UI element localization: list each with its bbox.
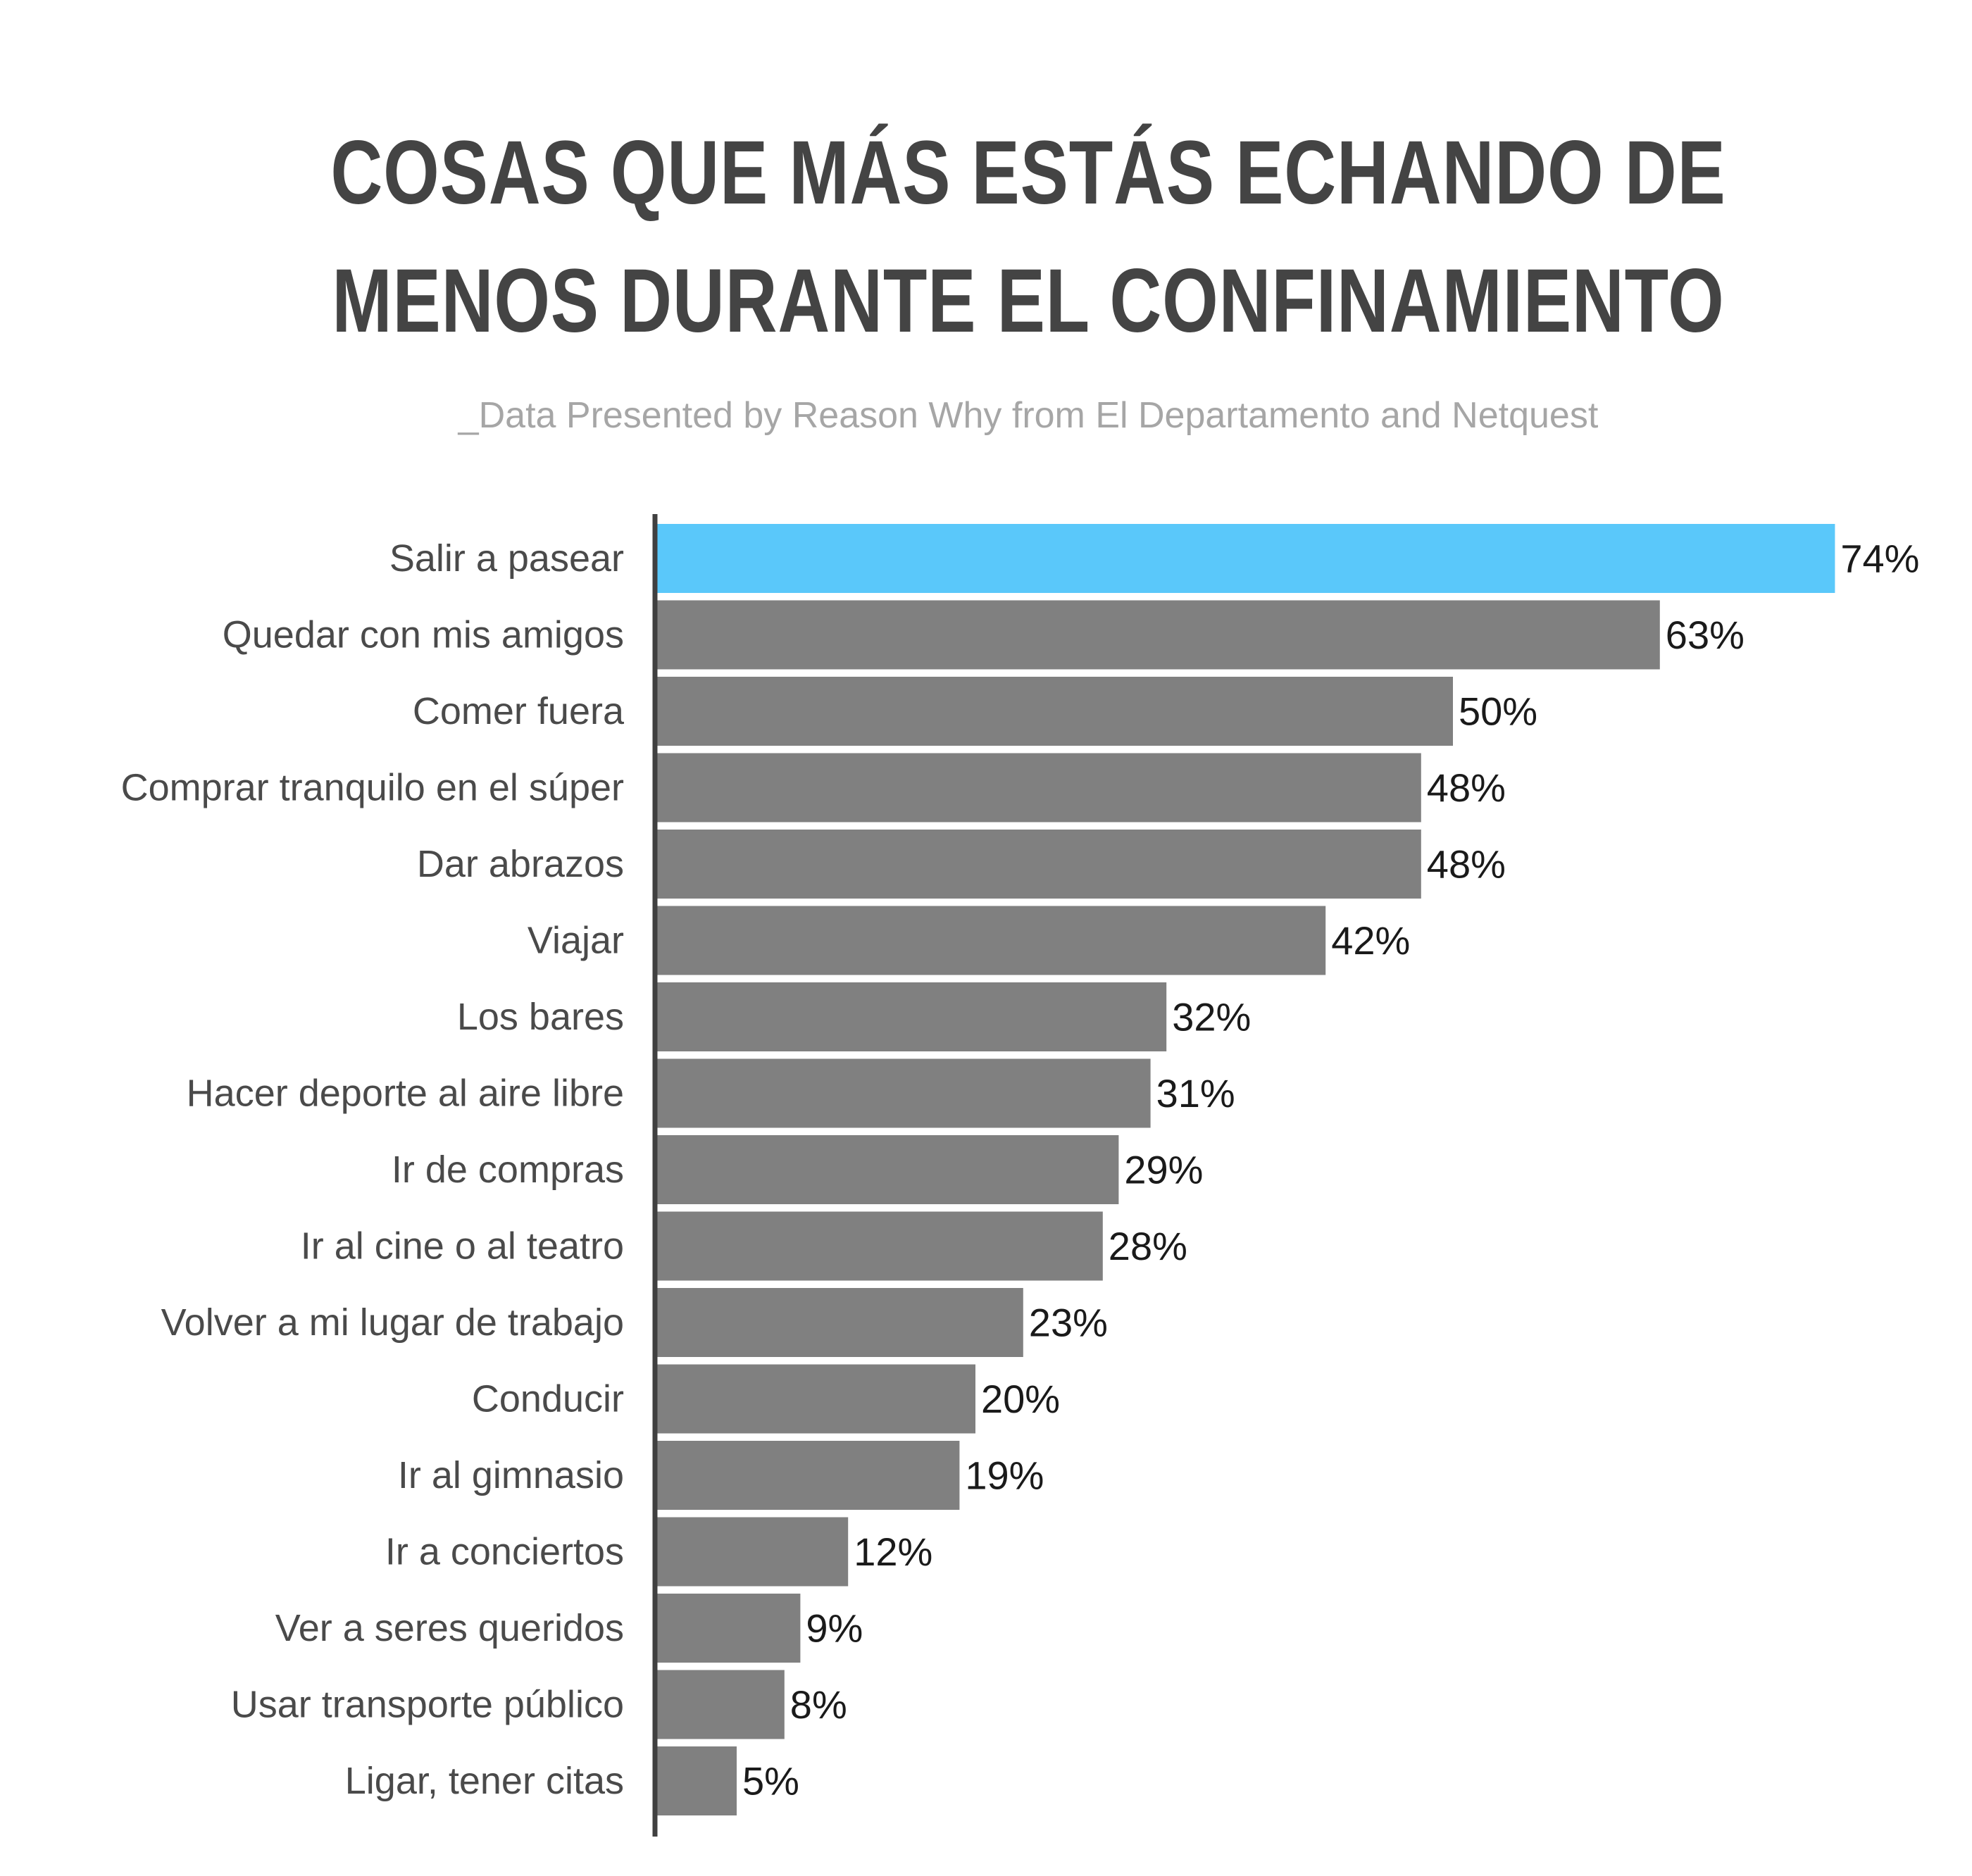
bar bbox=[657, 1746, 737, 1815]
bar bbox=[657, 677, 1453, 746]
bar bbox=[657, 753, 1421, 823]
bar bbox=[657, 1135, 1119, 1204]
category-label: Ver a seres queridos bbox=[275, 1607, 624, 1649]
bar bbox=[657, 982, 1167, 1051]
bars-layer bbox=[657, 524, 1835, 1815]
bar bbox=[657, 1211, 1103, 1281]
labels-layer: Salir a pasear 74% Quedar con mis amigos 63… bbox=[121, 537, 1920, 1803]
category-label: Comprar tranquilo en el súper bbox=[121, 767, 624, 809]
value-label: 8% bbox=[790, 1682, 847, 1727]
value-label: 19% bbox=[965, 1453, 1044, 1498]
category-label: Ir a conciertos bbox=[385, 1531, 624, 1573]
category-label: Usar transporte público bbox=[231, 1684, 624, 1726]
bar bbox=[657, 1594, 801, 1663]
category-label: Conducir bbox=[472, 1378, 624, 1420]
category-label: Salir a pasear bbox=[389, 537, 624, 580]
value-label: 42% bbox=[1331, 918, 1410, 963]
bar bbox=[657, 600, 1660, 670]
chart-title: COSAS QUE MÁS ESTÁS ECHANDO DE MENOS DUR… bbox=[0, 109, 1972, 365]
bar bbox=[657, 1517, 849, 1587]
value-label: 50% bbox=[1459, 689, 1537, 734]
value-label: 23% bbox=[1029, 1301, 1108, 1345]
category-label: Ir al gimnasio bbox=[398, 1454, 624, 1496]
chart-title-line-2: MENOS DURANTE EL CONFINAMIENTO bbox=[332, 251, 1725, 351]
value-label: 5% bbox=[742, 1759, 799, 1803]
category-label: Volver a mi lugar de trabajo bbox=[161, 1301, 624, 1344]
category-label: Quedar con mis amigos bbox=[223, 614, 624, 656]
chart-title-line-1: COSAS QUE MÁS ESTÁS ECHANDO DE bbox=[330, 123, 1726, 223]
bar bbox=[657, 1670, 785, 1739]
chart-subtitle: _Data Presented by Reason Why from El De… bbox=[458, 395, 1599, 436]
category-label: Ir de compras bbox=[392, 1149, 624, 1191]
value-label: 29% bbox=[1124, 1148, 1203, 1192]
value-label: 9% bbox=[806, 1606, 863, 1651]
value-label: 20% bbox=[981, 1377, 1060, 1421]
value-label: 32% bbox=[1172, 995, 1251, 1039]
bar bbox=[657, 1441, 960, 1510]
category-label: Ligar, tener citas bbox=[345, 1760, 624, 1802]
value-label: 31% bbox=[1156, 1071, 1235, 1115]
bar bbox=[657, 1364, 975, 1434]
bar bbox=[657, 1288, 1023, 1357]
value-label: 12% bbox=[854, 1530, 932, 1574]
bar bbox=[657, 830, 1421, 899]
category-label: Dar abrazos bbox=[417, 843, 624, 885]
value-label: 48% bbox=[1427, 842, 1506, 887]
category-label: Hacer deporte al aire libre bbox=[187, 1073, 624, 1115]
value-label: 63% bbox=[1666, 613, 1745, 657]
value-label: 48% bbox=[1427, 765, 1506, 810]
category-label: Comer fuera bbox=[413, 690, 625, 732]
value-label: 28% bbox=[1109, 1224, 1187, 1268]
category-label: Los bares bbox=[457, 996, 624, 1038]
bar bbox=[657, 1058, 1151, 1128]
category-label: Ir al cine o al teatro bbox=[301, 1225, 624, 1268]
value-label: 74% bbox=[1840, 537, 1919, 581]
bar bbox=[657, 524, 1835, 593]
category-label: Viajar bbox=[528, 920, 624, 962]
bar bbox=[657, 906, 1326, 975]
